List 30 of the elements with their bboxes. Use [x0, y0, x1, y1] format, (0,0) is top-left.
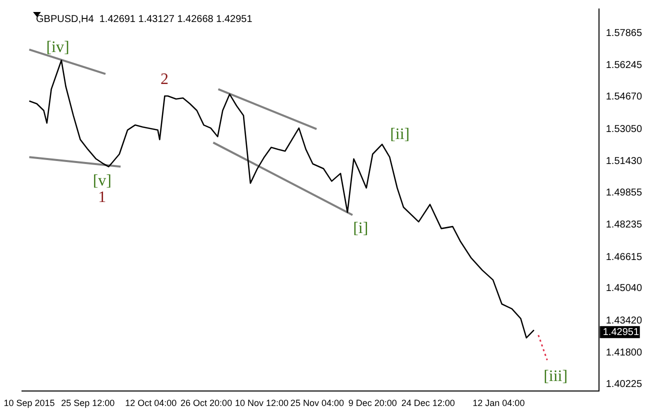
x-tick-label: 26 Oct 20:00: [180, 398, 232, 408]
y-tick-label: 1.41800: [606, 348, 642, 359]
annotation: 2: [160, 70, 168, 88]
x-tick-label: 10 Nov 12:00: [234, 398, 289, 408]
x-tick-label: 25 Nov 04:00: [290, 398, 344, 408]
text: GBPUSD,H4 1.42691 1.43127 1.42668 1.42951: [36, 14, 253, 25]
x-tick-label: 9 Dec 20:00: [348, 398, 397, 408]
x-tick-label: 12 Oct 04:00: [125, 398, 177, 408]
x-tick-label: 24 Dec 12:00: [401, 398, 455, 408]
annotation: [iii]: [544, 368, 568, 385]
text: 1.42951: [602, 326, 640, 338]
y-tick-label: 1.49855: [606, 187, 642, 198]
y-tick-label: 1.45040: [606, 283, 642, 294]
y-tick-label: 1.57865: [606, 28, 642, 39]
y-tick-label: 1.48235: [606, 220, 642, 231]
x-tick-label: 25 Sep 12:00: [61, 398, 115, 408]
annotation: [v]: [92, 172, 112, 190]
y-tick-label: 1.54670: [606, 92, 642, 103]
y-tick-label: 1.40225: [606, 379, 642, 390]
x-tick-label: 10 Sep 2015: [4, 398, 55, 408]
annotation: [i]: [353, 220, 368, 237]
annotation: [ii]: [390, 126, 410, 143]
y-tick-label: 1.56245: [606, 60, 642, 72]
x-tick-label: 12 Jan 04:00: [472, 398, 525, 408]
y-tick-label: 1.43420: [606, 315, 642, 326]
annotation: [iv]: [46, 38, 70, 56]
y-tick-label: 1.53050: [606, 124, 642, 135]
annotation: 1: [98, 189, 106, 206]
y-tick-label: 1.46615: [606, 252, 642, 263]
y-tick-label: 1.51430: [606, 156, 642, 168]
